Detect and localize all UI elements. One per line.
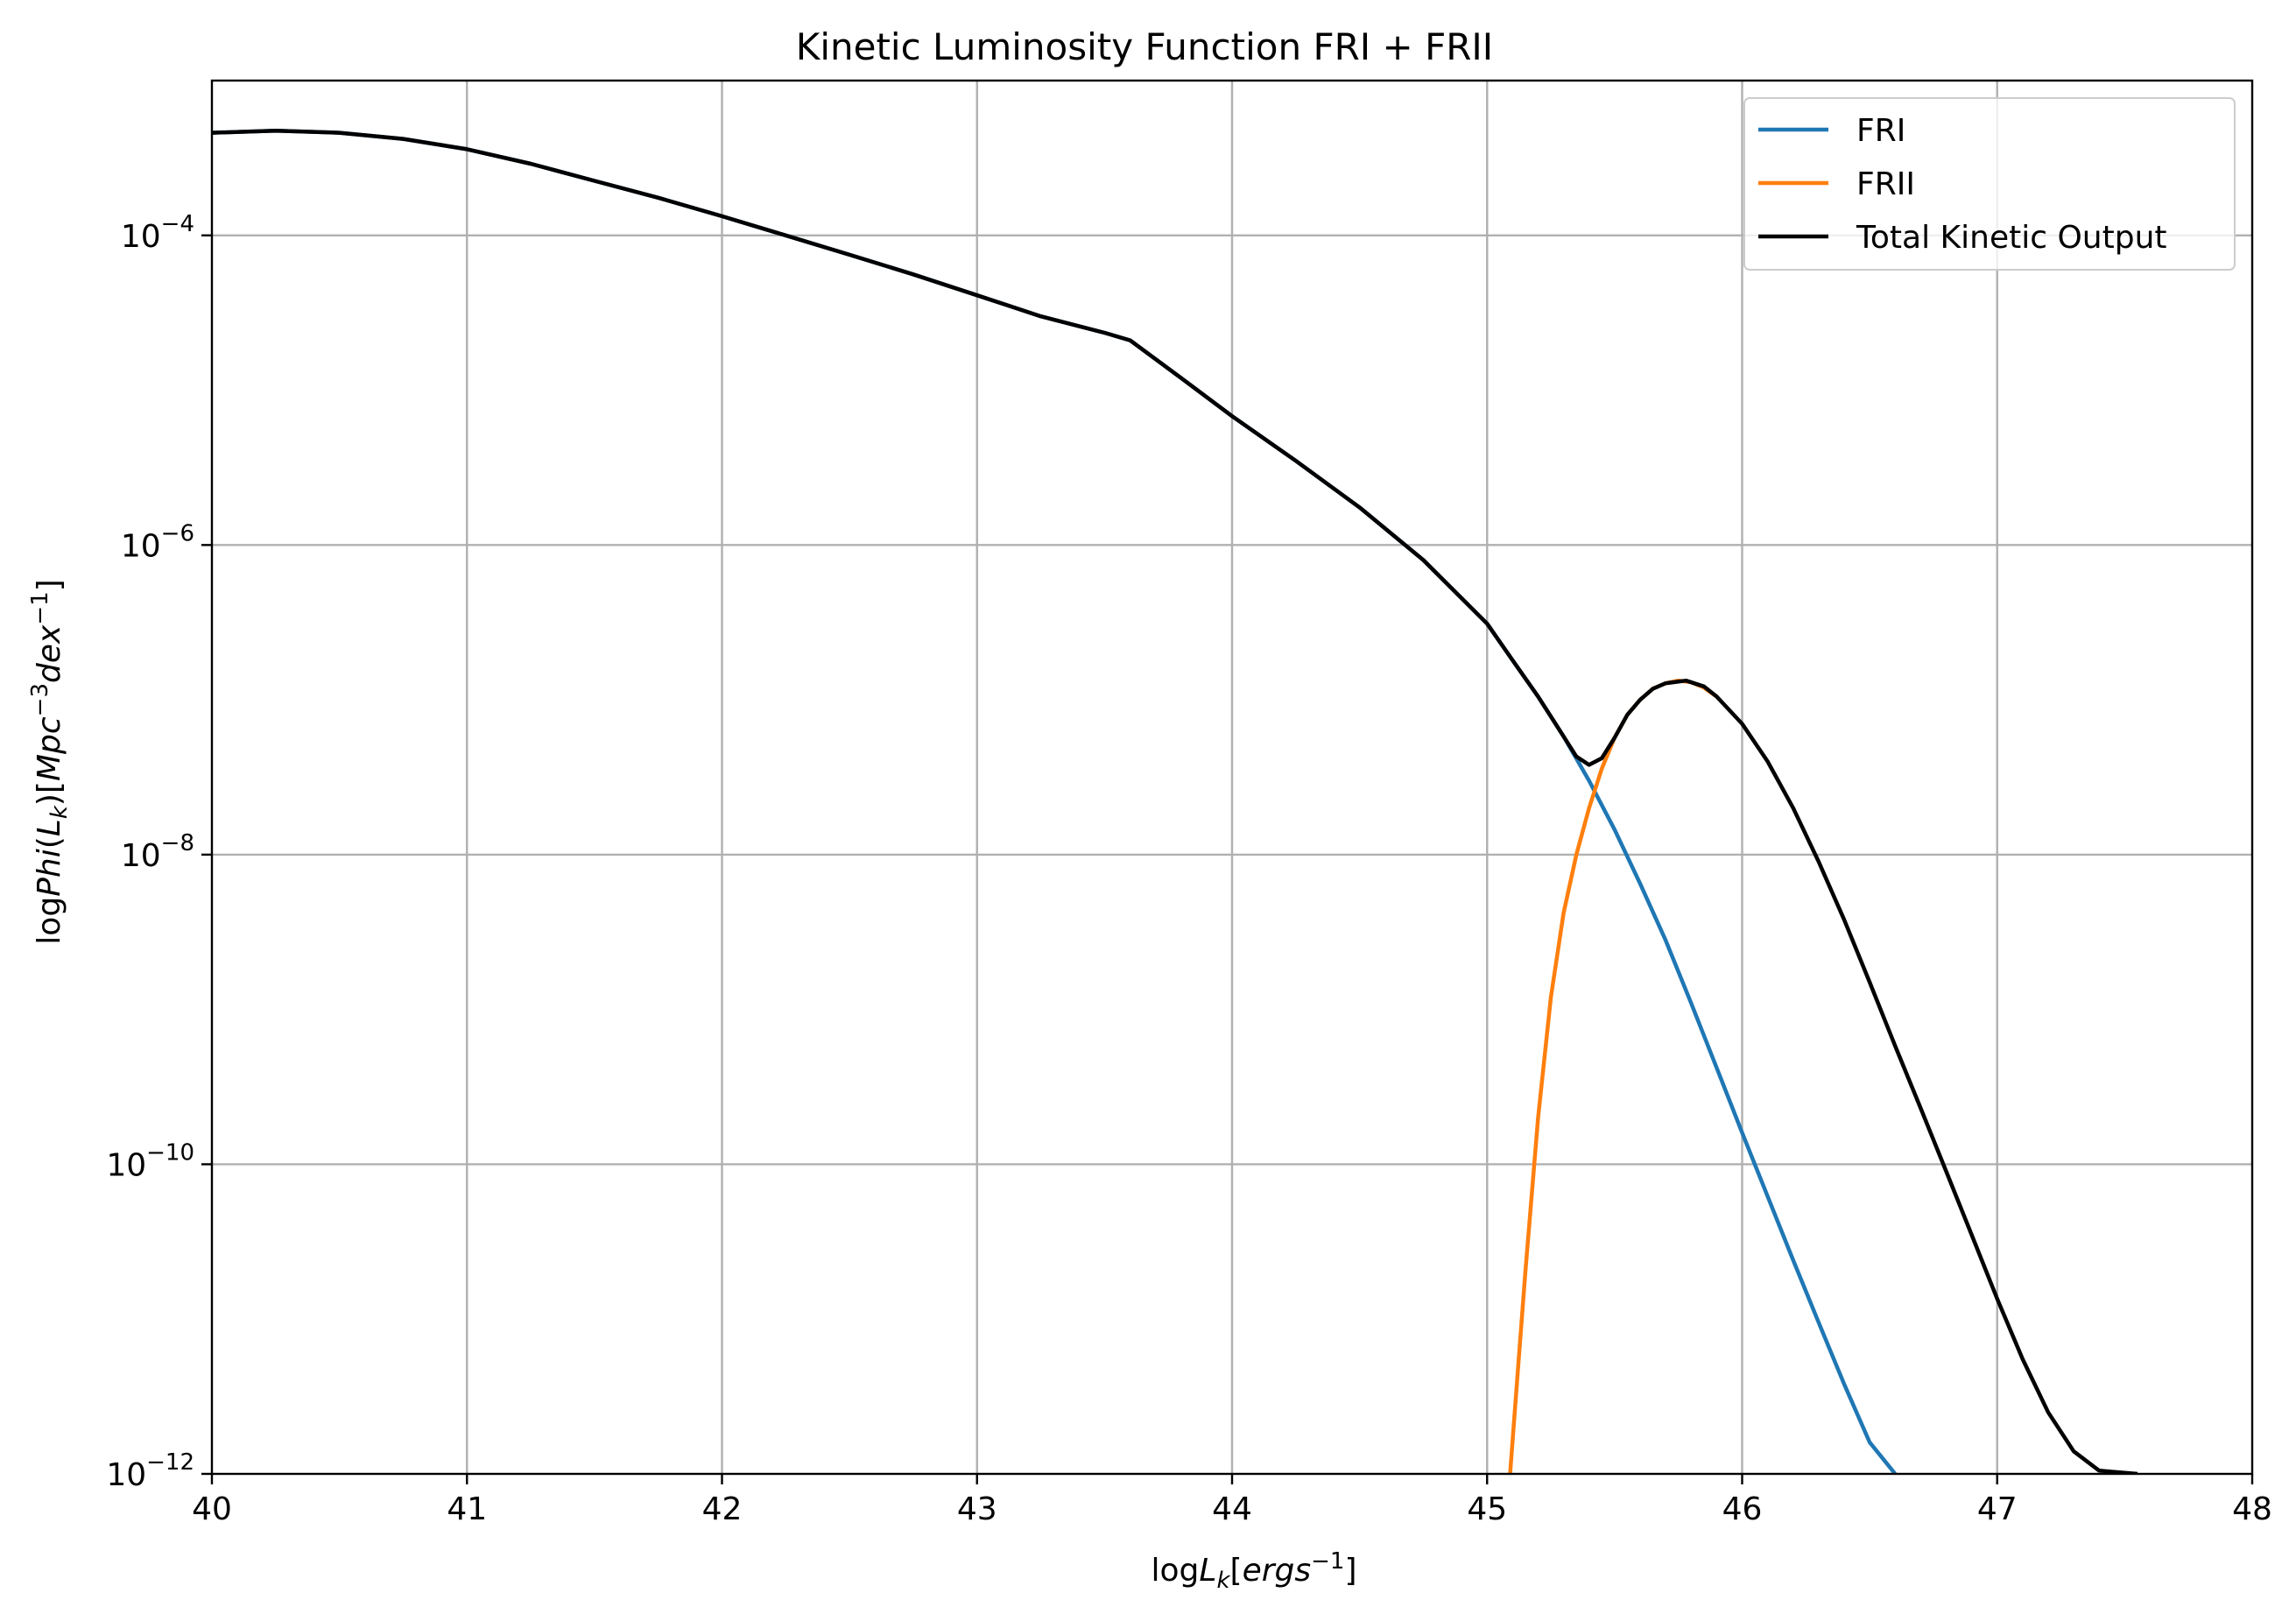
x-axis-label: logLk[ergs−1]	[1152, 1548, 1357, 1594]
x-tick-label: 43	[957, 1491, 997, 1527]
x-tick-label: 40	[192, 1491, 232, 1527]
y-tick-label: 10−8	[121, 830, 194, 874]
y-axis-label: logPhi(Lk)[Mpc−3dex−1]	[27, 579, 73, 944]
legend-entry: FRI	[1856, 113, 1905, 149]
series-layer	[212, 128, 2138, 1474]
x-axis: 40 41 42 43 44 45 46 47 48	[192, 1474, 2272, 1527]
x-tick-label: 41	[447, 1491, 487, 1527]
legend-entry: Total Kinetic Output	[1856, 220, 2167, 256]
legend: FRI FRII Total Kinetic Output	[1743, 97, 2236, 271]
series-line-total-kinetic-output	[212, 128, 2138, 1474]
x-tick-label: 46	[1722, 1491, 1763, 1527]
x-tick-label: 45	[1467, 1491, 1507, 1527]
x-tick-label: 48	[2232, 1491, 2272, 1527]
x-tick-label: 47	[1977, 1491, 2018, 1527]
legend-box	[1743, 97, 2236, 271]
legend-entry: FRII	[1856, 166, 1915, 202]
x-tick-label: 42	[702, 1491, 743, 1527]
chart-title: Kinetic Luminosity Function FRI + FRII	[796, 25, 1493, 68]
y-tick-label: 10−12	[106, 1449, 194, 1493]
y-axis: 10−4 10−6 10−8 10−10 10−12	[106, 211, 212, 1493]
y-tick-label: 10−6	[121, 520, 194, 564]
x-tick-label: 44	[1212, 1491, 1252, 1527]
y-tick-label: 10−4	[121, 211, 194, 255]
y-tick-label: 10−10	[106, 1139, 194, 1183]
